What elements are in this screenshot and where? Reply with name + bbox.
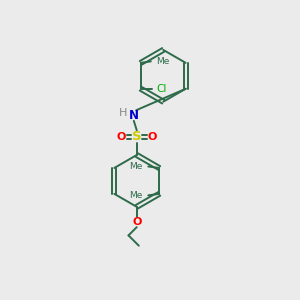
Text: N: N xyxy=(129,109,139,122)
Text: Me: Me xyxy=(130,191,143,200)
Text: S: S xyxy=(132,130,142,143)
Text: O: O xyxy=(117,132,126,142)
Text: Cl: Cl xyxy=(156,84,166,94)
Text: H: H xyxy=(119,108,128,118)
Text: O: O xyxy=(132,217,141,227)
Text: Me: Me xyxy=(130,162,143,171)
Text: O: O xyxy=(147,132,157,142)
Text: Me: Me xyxy=(156,57,169,66)
